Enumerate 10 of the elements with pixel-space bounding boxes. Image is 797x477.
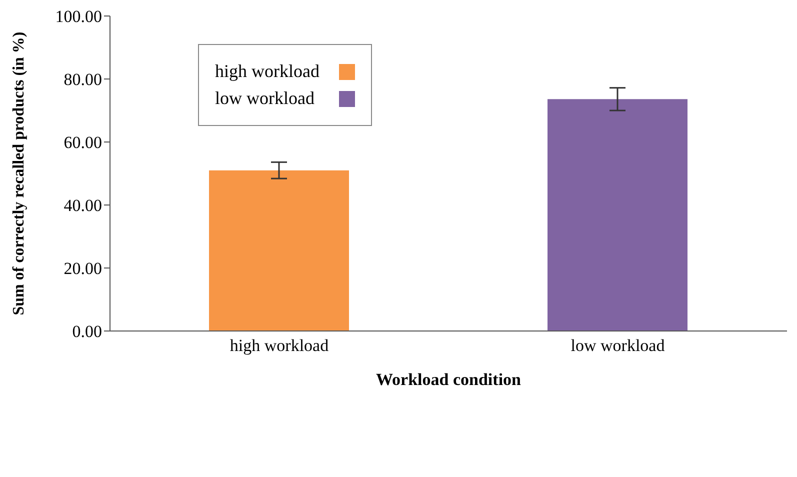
legend-label: low workload (215, 88, 314, 109)
y-tick-label: 80.00 (64, 70, 102, 90)
x-axis-title: Workload condition (376, 370, 522, 389)
y-tick-label: 100.00 (55, 7, 102, 26)
y-tick-label: 60.00 (64, 133, 102, 152)
y-tick-label: 0.00 (72, 322, 102, 342)
y-tick-label: 20.00 (64, 259, 102, 278)
legend-label: high workload (215, 61, 320, 82)
y-tick-label: 40.00 (64, 196, 102, 216)
y-axis-title: Sum of correctly recalled products (in %) (10, 32, 28, 316)
